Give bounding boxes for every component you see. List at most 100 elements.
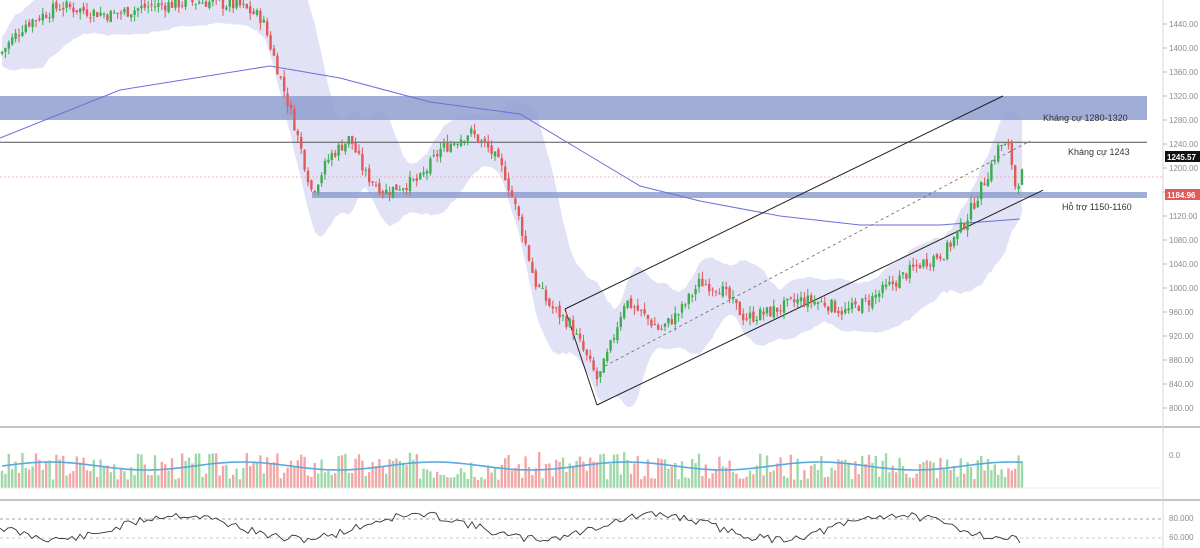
volume-bar: [266, 457, 269, 488]
candlestick: [0, 50, 4, 56]
volume-bar: [480, 477, 483, 488]
volume-bar: [381, 466, 384, 488]
volume-bar: [796, 458, 799, 488]
candlestick: [150, 0, 153, 12]
candlestick: [245, 3, 248, 10]
volume-bar: [221, 466, 225, 488]
volume-bar: [677, 479, 680, 488]
candlestick: [599, 371, 602, 383]
price-tick-label: 1040.00: [1169, 260, 1198, 269]
volume-bar: [99, 459, 102, 488]
volume-bar: [602, 453, 605, 488]
candlestick: [463, 140, 466, 146]
candlestick: [133, 6, 136, 22]
moving-average-layer: [0, 65, 1021, 226]
volume-bar: [412, 459, 415, 488]
volume-bar: [215, 453, 218, 488]
volume-bar: [973, 479, 976, 488]
volume-bar: [82, 457, 85, 488]
candlestick: [1000, 144, 1003, 152]
volume-bar: [578, 456, 582, 488]
candlestick: [582, 334, 585, 353]
volume-bar: [823, 477, 826, 488]
candlestick: [337, 143, 340, 161]
candlestick: [534, 268, 537, 290]
volume-bar: [17, 472, 21, 488]
candlestick: [174, 0, 177, 11]
volume-bar: [425, 469, 429, 488]
volume-bar: [623, 452, 626, 488]
candlestick: [255, 8, 259, 17]
volume-bar: [1017, 455, 1020, 488]
volume-bar: [765, 455, 769, 488]
candlestick: [820, 297, 823, 303]
candlestick: [34, 19, 38, 27]
volume-bar: [670, 466, 673, 488]
volume-bar: [748, 470, 752, 488]
volume-bar: [606, 479, 609, 488]
volume-bar: [793, 479, 796, 488]
volume-bar: [123, 471, 126, 488]
candlestick: [674, 306, 677, 331]
candlestick: [419, 171, 422, 181]
volume-bar: [850, 479, 854, 488]
candlestick: [789, 296, 792, 301]
candlestick: [738, 301, 741, 316]
volume-bar: [786, 477, 789, 488]
candlestick: [483, 136, 486, 148]
volume-bar: [759, 453, 762, 488]
candlestick: [62, 1, 65, 17]
candlestick: [772, 299, 775, 319]
candlestick: [327, 154, 330, 164]
volume-bar: [633, 463, 636, 488]
candlestick: [116, 12, 119, 20]
volume-bar: [810, 465, 813, 488]
volume-bar: [837, 459, 840, 488]
volume-bar: [310, 476, 313, 488]
candlestick: [959, 218, 962, 234]
candlestick: [143, 0, 146, 11]
candlestick: [646, 314, 650, 326]
candlestick: [436, 149, 439, 163]
candlestick: [990, 160, 993, 183]
candlestick: [983, 177, 986, 186]
price-tick-label: 1080.00: [1169, 236, 1198, 245]
volume-bar: [915, 473, 918, 488]
candlestick: [391, 186, 395, 199]
candlestick: [92, 8, 95, 22]
volume-bar: [942, 467, 945, 488]
candlestick: [24, 19, 27, 34]
volume-bar: [483, 479, 486, 488]
volume-bar: [643, 475, 646, 488]
candlestick: [395, 184, 398, 191]
volume-bar: [640, 479, 643, 488]
candlestick: [929, 262, 932, 271]
volume-bar: [721, 466, 724, 488]
candlestick: [752, 306, 755, 323]
candlestick: [398, 185, 401, 191]
volume-bar: [728, 460, 731, 488]
volume-bar: [143, 464, 146, 488]
volume-bar: [609, 464, 612, 488]
candlestick: [96, 11, 99, 18]
volume-bar: [636, 456, 639, 488]
candlestick: [701, 271, 704, 287]
volume-bar: [575, 460, 578, 488]
bollinger-band: [2, 0, 1022, 408]
volume-bar: [408, 452, 412, 488]
candlestick: [1017, 183, 1020, 195]
candlestick: [283, 69, 286, 98]
candlestick: [844, 302, 847, 315]
candlestick: [830, 298, 833, 313]
candlestick: [969, 196, 973, 225]
candlestick: [725, 281, 728, 296]
candlestick: [357, 144, 361, 156]
volume-bar: [650, 478, 653, 488]
volume-bar: [293, 465, 296, 488]
candlestick: [714, 290, 718, 297]
candlestick: [286, 87, 289, 114]
candlestick: [935, 252, 939, 261]
support-zone-label: Hỗ trợ 1150-1160: [1062, 202, 1132, 212]
volume-bar: [884, 453, 888, 488]
candlestick: [51, 0, 55, 22]
